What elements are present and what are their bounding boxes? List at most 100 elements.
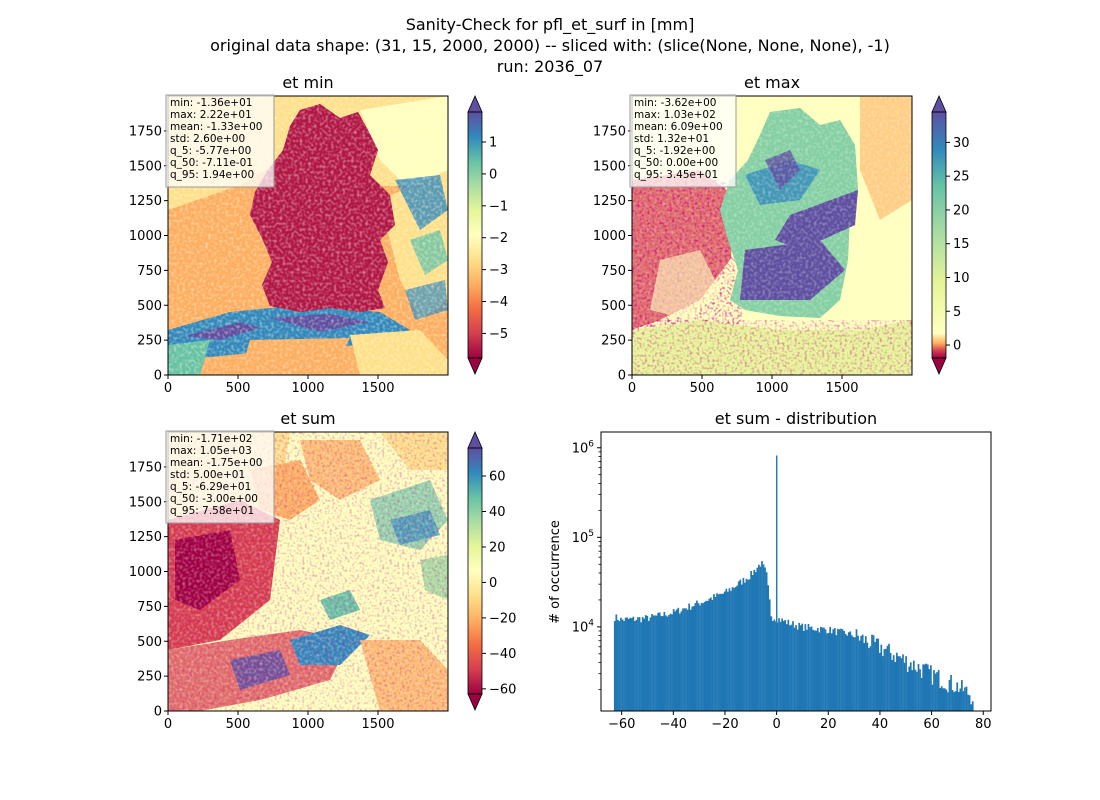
colorbar-tick-label: −1 (489, 199, 508, 214)
histogram-bar (744, 582, 746, 711)
histogram-bar (692, 606, 695, 711)
histogram-bar (801, 623, 804, 711)
histogram-bar (747, 579, 749, 711)
histogram-bar (885, 648, 887, 711)
histogram-bar (767, 585, 770, 711)
y-tick-label: 0 (154, 705, 162, 720)
histogram-bar (917, 664, 920, 711)
histogram-bar (892, 655, 895, 711)
histogram-bar (809, 627, 811, 711)
histogram-bar (953, 692, 955, 711)
y-tick-label: 750 (601, 264, 626, 279)
histogram-bar (778, 618, 780, 711)
histogram-bar (852, 637, 855, 711)
histogram-bar (792, 621, 794, 711)
panel-et-min: et min 0 500 1000 1500 0 250 500 750 1000 1250 15… (129, 73, 508, 396)
histogram-bar (799, 625, 802, 711)
histogram-bar (702, 603, 704, 711)
histogram-bar (923, 664, 926, 711)
stat-line: min: -1.36e+01 (170, 97, 252, 109)
x-tick-label: 80 (975, 717, 992, 732)
histogram-bar (937, 669, 940, 711)
histogram-bar (773, 619, 776, 711)
histogram-bar (970, 704, 973, 711)
stat-line: max: 1.03e+02 (634, 109, 716, 121)
histogram-bar (677, 607, 680, 711)
histogram-bar (951, 689, 954, 711)
y-tick-label: 250 (137, 334, 162, 349)
histogram-bar (652, 615, 655, 711)
stat-line: max: 2.22e+01 (170, 109, 252, 121)
stats-box: min: -1.36e+01 max: 2.22e+01 mean: -1.33… (165, 94, 275, 188)
y-tick-label: 1000 (129, 565, 162, 580)
histogram-bar (857, 635, 859, 711)
x-tick-label: 1000 (755, 381, 788, 396)
histogram-bar (891, 659, 894, 711)
x-tick-label: 0 (772, 717, 780, 732)
histogram-bar (782, 620, 785, 711)
histogram-bar (858, 640, 861, 711)
histogram-bar (926, 664, 929, 711)
histogram-bar (742, 577, 745, 711)
histogram-bar (922, 664, 924, 711)
histogram-bar (758, 564, 760, 711)
histogram-bar (806, 629, 808, 711)
histogram-bar (802, 630, 805, 711)
histogram-bar (824, 629, 827, 711)
histogram-bar (854, 637, 856, 711)
histogram-bar (860, 635, 863, 711)
colorbar: 1 0 −1 −2 −3 −4 −5 (467, 95, 508, 375)
x-tick-label: 1500 (361, 717, 394, 732)
histogram-bar (713, 594, 715, 711)
histogram-bar (812, 629, 814, 711)
panel-title: et min (282, 73, 333, 92)
colorbar-tick-label: 5 (953, 305, 961, 320)
stats-box: min: -1.71e+02 max: 1.05e+03 mean: -1.75… (165, 430, 275, 524)
histogram-bar (961, 680, 963, 711)
x-tick-label: 1500 (361, 381, 394, 396)
histogram-bar (691, 606, 694, 711)
histogram-bar (877, 638, 880, 711)
histogram-bar (847, 632, 850, 711)
x-tick-label: −20 (711, 717, 738, 732)
histogram-bar (900, 658, 903, 711)
histogram-bar (629, 617, 632, 711)
histogram-bar (660, 616, 663, 711)
y-tick-label: 105 (572, 529, 594, 546)
histogram-bar (813, 630, 816, 711)
histogram-bar (697, 603, 700, 711)
histogram-bar (934, 673, 937, 711)
histogram-bar (703, 601, 706, 711)
histogram-bar (688, 603, 690, 711)
x-tick-label: −40 (660, 717, 687, 732)
colorbar: 30 25 20 15 10 5 0 (931, 95, 970, 375)
histogram-bar (668, 615, 670, 711)
histogram-bar (661, 616, 664, 711)
histogram-bar (829, 626, 832, 711)
y-ticks: 0 250 500 750 1000 1250 1500 1750 (593, 124, 632, 384)
histogram-bar (730, 590, 732, 711)
panel-et-sum-distribution: et sum - distribution −60 −40 −20 0 20 40 60 80… (548, 409, 992, 732)
y-tick-label: 1000 (593, 229, 626, 244)
histogram-bar (648, 620, 650, 711)
colorbar-tick-label: 10 (953, 271, 970, 286)
y-tick-label: 1500 (129, 495, 162, 510)
histogram-bar (815, 630, 818, 711)
histogram-bar (903, 662, 906, 711)
colorbar-extend-bottom (467, 357, 483, 375)
histogram-bar (906, 672, 909, 711)
histogram-bar (781, 618, 783, 711)
x-tick-label: 500 (226, 381, 251, 396)
histogram-bar (882, 656, 884, 711)
histogram-bars (613, 455, 974, 711)
histogram-bar (863, 642, 866, 711)
histogram-bar (889, 652, 892, 711)
histogram-bar (640, 622, 642, 711)
histogram-bar (649, 617, 652, 711)
y-tick-label: 250 (601, 334, 626, 349)
histogram-bar (734, 587, 737, 711)
histogram-bar (694, 603, 697, 711)
histogram-bar (725, 588, 728, 711)
histogram-bar (623, 620, 625, 711)
histogram-bar (930, 665, 932, 711)
